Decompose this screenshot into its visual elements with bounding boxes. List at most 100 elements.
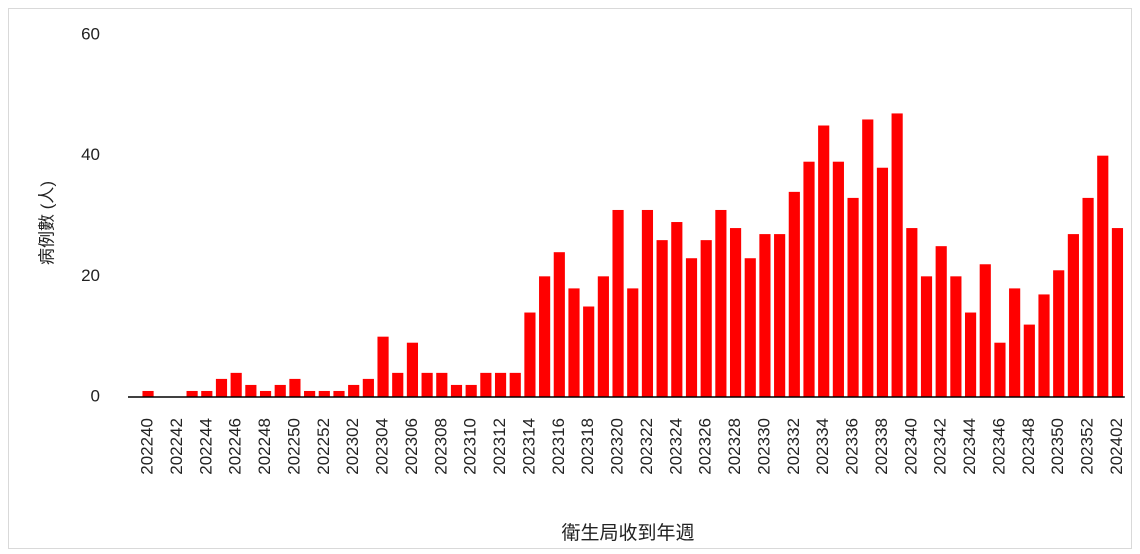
x-tick-label: 202240 xyxy=(138,418,157,475)
x-tick-label: 202324 xyxy=(666,418,685,475)
bar xyxy=(539,276,551,397)
x-tick-label: 202336 xyxy=(843,418,862,475)
bar xyxy=(392,372,404,397)
bar xyxy=(348,384,360,397)
x-tick-label: 202334 xyxy=(813,418,832,475)
bar xyxy=(480,372,492,397)
bar xyxy=(700,240,712,397)
x-tick-label: 202346 xyxy=(989,418,1008,475)
x-tick-label: 202306 xyxy=(402,418,421,475)
bar xyxy=(729,228,742,397)
bar xyxy=(583,306,595,397)
bar xyxy=(597,276,609,397)
bar xyxy=(979,264,991,397)
bar xyxy=(259,390,272,397)
bar xyxy=(1097,155,1109,397)
bar xyxy=(715,209,727,397)
bar xyxy=(186,390,198,397)
bar xyxy=(627,288,639,397)
bar xyxy=(935,246,947,397)
bar xyxy=(774,234,786,397)
x-tick-label: 202252 xyxy=(314,418,333,475)
bar xyxy=(274,384,286,397)
x-tick-label: 202302 xyxy=(343,418,362,475)
bar xyxy=(1023,324,1035,397)
bar xyxy=(1053,270,1065,397)
bar xyxy=(862,119,874,397)
x-tick-label: 202250 xyxy=(284,418,303,475)
bar xyxy=(1067,234,1079,397)
x-tick-label: 202348 xyxy=(1019,418,1038,475)
bar xyxy=(1009,288,1021,397)
bar xyxy=(612,209,624,397)
y-tick-label: 20 xyxy=(81,266,100,285)
x-tick-label: 202316 xyxy=(549,418,568,475)
bar xyxy=(230,372,242,397)
bar xyxy=(509,372,521,397)
bar xyxy=(950,276,962,397)
x-tick-label: 202246 xyxy=(226,418,245,475)
x-tick-label: 202304 xyxy=(373,418,392,475)
bar xyxy=(215,378,228,397)
bar xyxy=(421,372,433,397)
bar xyxy=(289,378,301,397)
bar xyxy=(436,372,448,397)
bar xyxy=(906,228,918,397)
bar xyxy=(406,342,419,397)
bar xyxy=(524,312,536,397)
x-tick-label: 202342 xyxy=(931,418,950,475)
x-tick-label: 202320 xyxy=(608,418,627,475)
bar xyxy=(142,390,154,397)
bar xyxy=(641,209,654,397)
bar xyxy=(847,197,859,397)
x-tick-label: 202318 xyxy=(578,418,597,475)
bar xyxy=(891,113,903,397)
x-tick-label: 202332 xyxy=(784,418,803,475)
x-tick-label: 202308 xyxy=(431,418,450,475)
bar xyxy=(685,258,698,397)
bar xyxy=(333,390,345,397)
bar xyxy=(920,276,933,397)
bar xyxy=(1038,294,1050,397)
x-tick-label: 202242 xyxy=(167,418,186,475)
y-tick-label: 60 xyxy=(81,24,100,43)
x-tick-label: 202350 xyxy=(1048,418,1067,475)
x-tick-label: 202352 xyxy=(1078,418,1097,475)
bar xyxy=(245,384,257,397)
x-axis-title: 衛生局收到年週 xyxy=(561,522,694,544)
bar xyxy=(818,125,830,397)
x-tick-label: 202326 xyxy=(696,418,715,475)
bar xyxy=(803,161,815,397)
bar xyxy=(656,240,668,397)
x-tick-label: 202310 xyxy=(461,418,480,475)
bar xyxy=(1082,197,1094,397)
x-tick-label: 202314 xyxy=(519,418,538,475)
bar xyxy=(304,390,316,397)
x-tick-label: 202330 xyxy=(754,418,773,475)
x-tick-label: 202344 xyxy=(960,418,979,475)
bar xyxy=(568,288,580,397)
chart-frame xyxy=(8,8,1132,549)
bar xyxy=(994,342,1006,397)
bar xyxy=(553,252,565,397)
x-tick-label: 202328 xyxy=(725,418,744,475)
bar xyxy=(450,384,463,397)
bar xyxy=(494,372,507,397)
x-tick-label: 202244 xyxy=(196,418,215,475)
bar xyxy=(377,336,389,397)
x-tick-label: 202248 xyxy=(255,418,274,475)
bar xyxy=(832,161,844,397)
bar xyxy=(362,378,374,397)
bar xyxy=(671,222,683,397)
bar xyxy=(876,167,889,397)
y-axis-title: 病例數 (人) xyxy=(37,181,56,265)
x-tick-label: 202312 xyxy=(490,418,509,475)
bar xyxy=(465,384,477,397)
bar xyxy=(1111,228,1124,397)
y-tick-label: 0 xyxy=(91,386,100,405)
x-tick-label: 202322 xyxy=(637,418,656,475)
bar xyxy=(788,191,800,397)
bar xyxy=(759,234,771,397)
